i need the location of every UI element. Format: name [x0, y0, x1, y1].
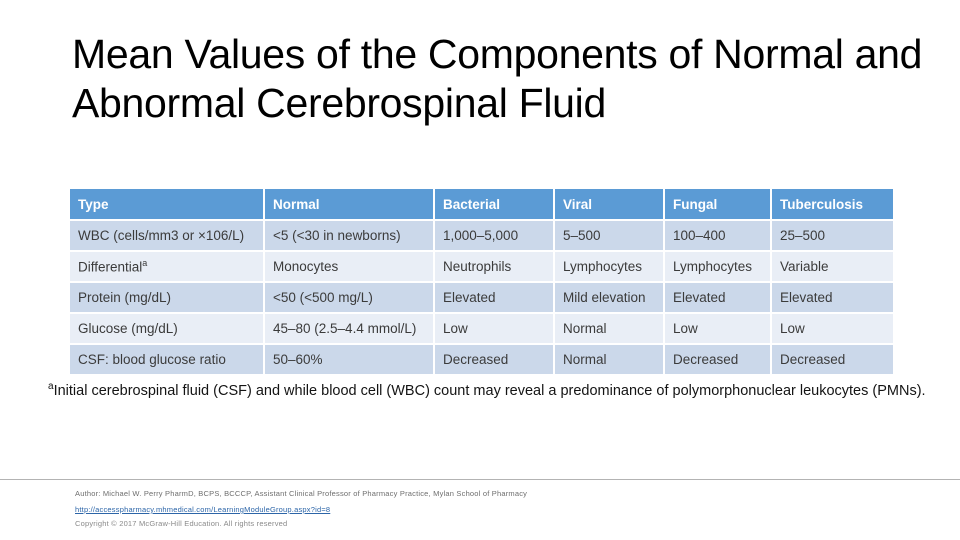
table-cell: Lymphocytes	[663, 250, 772, 283]
column-header-type: Type	[68, 187, 265, 221]
table-cell: Elevated	[770, 281, 895, 314]
table-row-differential: Differentiala Monocytes Neutrophils Lymp…	[68, 250, 895, 283]
copyright-line: Copyright © 2017 McGraw-Hill Education. …	[75, 519, 288, 528]
column-header-fungal: Fungal	[663, 187, 772, 221]
table-cell: Mild elevation	[553, 281, 665, 314]
table-cell: Lymphocytes	[553, 250, 665, 283]
table-cell: Decreased	[770, 343, 895, 376]
table-cell: Decreased	[663, 343, 772, 376]
superscript-a: a	[142, 258, 148, 269]
table-row-wbc: WBC (cells/mm3 or ×106/L) <5 (<30 in new…	[68, 219, 895, 252]
table-cell: Elevated	[433, 281, 555, 314]
table-cell: 45–80 (2.5–4.4 mmol/L)	[263, 312, 435, 345]
column-header-viral: Viral	[553, 187, 665, 221]
table-cell: 25–500	[770, 219, 895, 252]
table-cell: <5 (<30 in newborns)	[263, 219, 435, 252]
page-title: Mean Values of the Components of Normal …	[72, 31, 923, 126]
column-header-tuberculosis: Tuberculosis	[770, 187, 895, 221]
table-row-protein: Protein (mg/dL) <50 (<500 mg/L) Elevated…	[68, 281, 895, 314]
table-cell: Neutrophils	[433, 250, 555, 283]
table-cell: 100–400	[663, 219, 772, 252]
column-header-normal: Normal	[263, 187, 435, 221]
table-cell: Low	[770, 312, 895, 345]
table-cell: WBC (cells/mm3 or ×106/L)	[68, 219, 265, 252]
table-row-csf-ratio: CSF: blood glucose ratio 50–60% Decrease…	[68, 343, 895, 376]
table-cell: Low	[433, 312, 555, 345]
footnote-marker: a	[48, 381, 54, 392]
author-line: Author: Michael W. Perry PharmD, BCPS, B…	[75, 489, 528, 498]
table-cell: Variable	[770, 250, 895, 283]
table-cell: <50 (<500 mg/L)	[263, 281, 435, 314]
table-cell: Glucose (mg/dL)	[68, 312, 265, 345]
table-cell: Normal	[553, 312, 665, 345]
table-cell: Monocytes	[263, 250, 435, 283]
row-label: Differential	[78, 259, 143, 275]
table-cell: Protein (mg/dL)	[68, 281, 265, 314]
column-header-bacterial: Bacterial	[433, 187, 555, 221]
table-cell: Low	[663, 312, 772, 345]
table-header-row: Type Normal Bacterial Viral Fungal Tuber…	[68, 187, 895, 221]
csf-values-table: Type Normal Bacterial Viral Fungal Tuber…	[68, 187, 895, 376]
source-link[interactable]: http://accesspharmacy.mhmedical.com/Lear…	[75, 505, 331, 514]
table-cell: 5–500	[553, 219, 665, 252]
footer-divider	[0, 479, 960, 480]
table-cell: Elevated	[663, 281, 772, 314]
footnote-text: Initial cerebrospinal fluid (CSF) and wh…	[53, 382, 926, 399]
table-cell: Normal	[553, 343, 665, 376]
table-row-glucose: Glucose (mg/dL) 45–80 (2.5–4.4 mmol/L) L…	[68, 312, 895, 345]
table-cell: Differentiala	[68, 250, 265, 283]
table-cell: CSF: blood glucose ratio	[68, 343, 265, 376]
table-cell: Decreased	[433, 343, 555, 376]
table-cell: 50–60%	[263, 343, 435, 376]
table-cell: 1,000–5,000	[433, 219, 555, 252]
footnote: aInitial cerebrospinal fluid (CSF) and w…	[48, 381, 948, 399]
